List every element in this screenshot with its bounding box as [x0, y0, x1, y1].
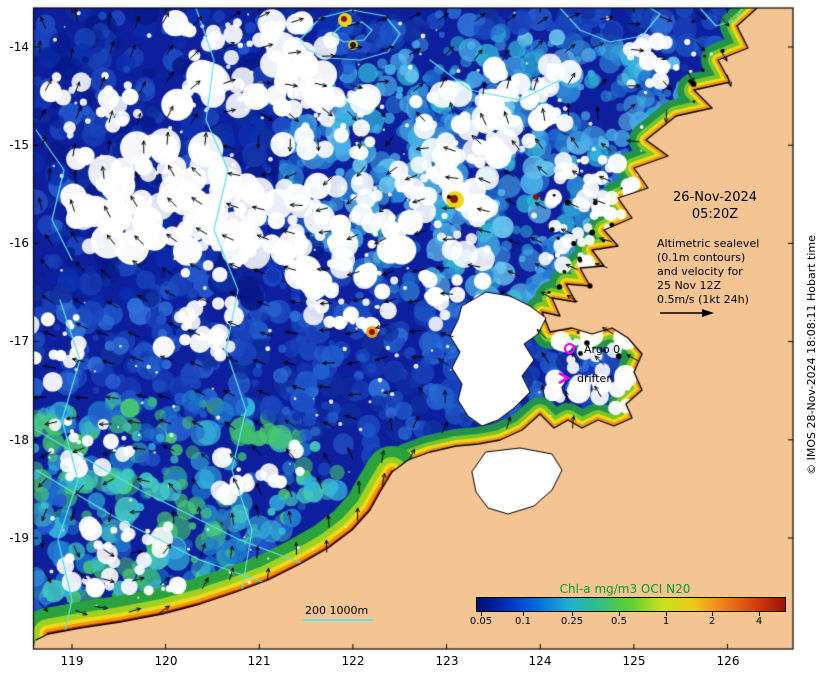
velocity-scale-arrow-icon	[660, 309, 714, 317]
annotation-line-3: and velocity for	[657, 265, 743, 278]
colorbar-tick-label: 0.05	[469, 616, 493, 627]
x-axis-tick-label: 123	[435, 654, 459, 668]
colorbar-tick	[480, 612, 482, 616]
colorbar-tick	[618, 612, 620, 616]
x-axis-tick-label: 122	[341, 654, 365, 668]
x-axis-tick-label: 119	[60, 654, 84, 668]
annotation-line-4: 25 Nov 12Z	[657, 279, 721, 292]
depth-contour-label: 200 1000m	[305, 604, 369, 617]
colorbar-tick-label: 2	[708, 616, 716, 627]
imos-credit-text: © IMOS 28-Nov-2024 18:08:11 Hobart time	[805, 235, 818, 475]
y-axis-tick-label: -17	[9, 334, 29, 348]
y-axis-tick-label: -16	[9, 236, 29, 250]
colorbar-tick	[572, 612, 574, 616]
map-date-label: 26-Nov-2024	[672, 190, 758, 205]
x-axis-tick-label: 124	[528, 654, 552, 668]
colorbar-tick-label: 0.5	[611, 616, 627, 627]
y-axis-tick-label: -18	[9, 433, 29, 447]
colorbar-tick-label: 1	[662, 616, 670, 627]
colorbar-tick	[666, 612, 668, 616]
y-axis-tick-label: -15	[9, 138, 29, 152]
annotation-line-5: 0.5m/s (1kt 24h)	[657, 293, 749, 306]
colorbar-tick-label: 0.25	[560, 616, 584, 627]
colorbar-tick	[759, 612, 761, 616]
colorbar-tick	[711, 612, 713, 616]
colorbar-tick	[523, 612, 525, 616]
colorbar	[476, 597, 786, 612]
y-axis-tick-label: -14	[9, 40, 29, 54]
x-axis-tick-label: 125	[622, 654, 646, 668]
annotation-line-2: (0.1m contours)	[657, 251, 746, 264]
x-axis-tick-label: 126	[716, 654, 740, 668]
drifter-label: drifter	[577, 372, 611, 385]
annotation-line-1: Altimetric sealevel	[657, 237, 760, 250]
y-axis-tick-label: -19	[9, 531, 29, 545]
argo-label: Argo 0	[584, 343, 621, 356]
x-axis-tick-label: 121	[247, 654, 271, 668]
map-time-label: 05:20Z	[691, 207, 739, 222]
drifter-marker-icon	[558, 371, 571, 385]
x-axis-tick-label: 120	[154, 654, 178, 668]
argo-float-marker-icon	[564, 343, 575, 354]
depth-contour-line-sample	[303, 619, 373, 621]
colorbar-tick-label: 0.1	[515, 616, 531, 627]
colorbar-title: Chl-a mg/m3 OCI N20	[559, 582, 691, 596]
colorbar-tick-label: 4	[755, 616, 763, 627]
